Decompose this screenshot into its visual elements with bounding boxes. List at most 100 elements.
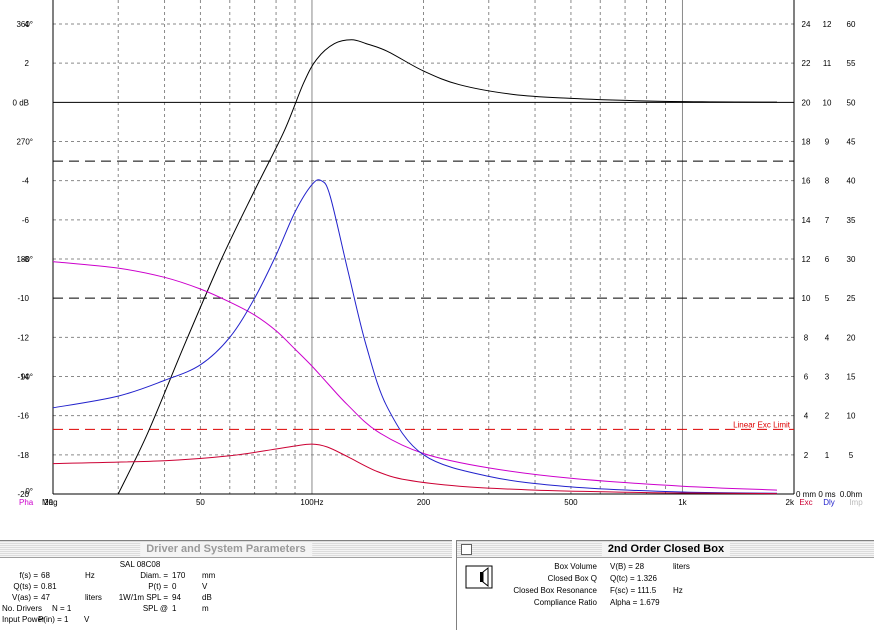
parameter-label: P(t) =: [148, 582, 168, 591]
x-tick-label: 500: [564, 498, 578, 507]
parameter-value: P(in) = 1: [38, 615, 69, 624]
phase-curve: [52, 261, 778, 491]
magnitude-tick-label: -6: [22, 216, 30, 225]
right-axis-tick-label: 20: [802, 98, 811, 107]
chart-curves: [52, 39, 778, 495]
driver-panel-title: Driver and System Parameters: [140, 542, 312, 556]
right-axis-tick-label: 20: [847, 333, 856, 342]
right-axis-tick-label: 5: [825, 294, 830, 303]
right-axis-tick-label: 6: [804, 373, 809, 382]
right-axis-tick-label: 8: [804, 333, 809, 342]
closed-box-panel: 2nd Order Closed Box Box Volume V(B) = 28…: [456, 540, 874, 630]
box-parameter-label: Compliance Ratio: [533, 598, 597, 607]
delay-axis-label: Dly: [823, 498, 835, 507]
phase-tick-label: 90°: [21, 373, 33, 382]
magnitude-tick-label: -8: [22, 255, 30, 264]
parameter-value: 94: [172, 593, 181, 602]
right-axis-tick-label: 6: [825, 255, 830, 264]
box-parameter-unit: liters: [673, 562, 690, 571]
magnitude-tick-label: -12: [17, 333, 29, 342]
excursion-limit-label: Linear Exc Limit: [733, 420, 791, 429]
box-parameter-value: Q(tc) = 1.326: [610, 574, 657, 583]
parameter-label: SPL @: [142, 604, 168, 613]
magnitude-curve: [117, 39, 778, 495]
parameter-value: 170: [172, 571, 186, 580]
right-axis-tick-label: 3: [825, 373, 830, 382]
magnitude-tick-label: -16: [17, 412, 29, 421]
box-parameter-label: Closed Box Resonance: [513, 586, 597, 595]
parameter-label: f(s) =: [19, 571, 38, 580]
chart-grid: [52, 0, 795, 495]
panel-separator: [0, 510, 874, 540]
magnitude-tick-label: 0 dB: [13, 98, 29, 107]
magnitude-tick-label: -14: [17, 373, 29, 382]
magnitude-tick-label: 2: [25, 59, 30, 68]
parameter-unit: V: [84, 615, 90, 624]
parameter-unit: liters: [85, 593, 102, 602]
right-axis-tick-label: 9: [825, 138, 830, 147]
driver-parameters-panel: Driver and System Parameters SAL 08C08 f…: [0, 540, 452, 630]
parameter-label: No. Drivers: [2, 604, 43, 613]
parameter-value: 47: [41, 593, 50, 602]
parameter-label: Diam. =: [140, 571, 168, 580]
magnitude-axis-label: Mag: [42, 498, 58, 507]
reference-lines: [53, 101, 794, 430]
right-axis-tick-label: 24: [802, 20, 811, 29]
right-axis-tick-label: 45: [847, 138, 856, 147]
phase-tick-label: 180°: [16, 255, 33, 264]
right-axis-tick-label: 7: [825, 216, 830, 225]
parameter-value: 0: [172, 582, 177, 591]
parameter-label: 1W/1m SPL =: [118, 593, 168, 602]
close-box-icon[interactable]: [461, 544, 472, 555]
box-parameter-label: Closed Box Q: [547, 574, 597, 583]
response-chart: Linear Exc Limit 20 50 100Hz 200 500 1k 2k 4 2 0 d…: [13, 0, 863, 507]
parameter-value: N = 1: [52, 604, 72, 613]
right-axis-tick-label: 8: [825, 177, 830, 186]
parameter-unit: mm: [202, 571, 216, 580]
parameter-label: V(as) =: [11, 593, 38, 602]
right-axis-tick-label: 12: [802, 255, 811, 264]
box-panel-titlebar[interactable]: 2nd Order Closed Box: [457, 541, 874, 558]
right-axis-tick-label: 2: [825, 412, 830, 421]
x-tick-label: 100Hz: [300, 498, 323, 507]
parameter-value: 0.81: [41, 582, 57, 591]
right-axis-tick-label: 35: [847, 216, 856, 225]
right-axis-tick-label: 0.0hm: [840, 490, 863, 499]
driver-model: SAL 08C08: [119, 560, 161, 569]
magnitude-tick-label: 4: [25, 20, 30, 29]
excursion-axis-label: Exc: [799, 498, 812, 507]
driver-panel-titlebar[interactable]: Driver and System Parameters: [0, 541, 452, 558]
right-axis-tick-label: 11: [823, 59, 832, 68]
right-axis-tick-label: 50: [847, 98, 856, 107]
x-tick-label: 20: [44, 498, 53, 507]
right-axis-tick-label: 2: [804, 451, 809, 460]
x-tick-label: 50: [196, 498, 205, 507]
right-axis-tick-label: 22: [802, 59, 811, 68]
x-tick-label: 1k: [678, 498, 687, 507]
parameter-unit: V: [202, 582, 208, 591]
right-axis-tick-label: 12: [823, 20, 832, 29]
right-axis-tick-label: 10: [823, 98, 832, 107]
right-axis-tick-label: 4: [804, 412, 809, 421]
right-axis-tick-label: 10: [802, 294, 811, 303]
right-axis-tick-label: 55: [847, 59, 856, 68]
impedance-axis-label: Imp: [849, 498, 863, 507]
magnitude-tick-label: -20: [17, 490, 29, 499]
phase-tick-label: 360°: [16, 20, 33, 29]
right-axis-tick-label: 30: [847, 255, 856, 264]
phase-tick-label: 0°: [25, 487, 33, 496]
box-parameter-value: Alpha = 1.679: [610, 598, 660, 607]
delay-curve: [52, 179, 778, 494]
right-axis-tick-label: 18: [802, 138, 811, 147]
parameter-label: Q(ts) =: [13, 582, 38, 591]
right-axis-tick-label: 25: [847, 294, 856, 303]
phase-tick-label: 270°: [16, 138, 33, 147]
right-axis-tick-label: 60: [847, 20, 856, 29]
parameter-unit: dB: [202, 593, 212, 602]
parameter-value: 68: [41, 571, 50, 580]
box-parameter-value: V(B) = 28: [610, 562, 645, 571]
parameter-unit: m: [202, 604, 209, 613]
right-axis-tick-label: 5: [849, 451, 854, 460]
box-panel-title: 2nd Order Closed Box: [601, 542, 731, 556]
right-axis-tick-label: 14: [802, 216, 811, 225]
